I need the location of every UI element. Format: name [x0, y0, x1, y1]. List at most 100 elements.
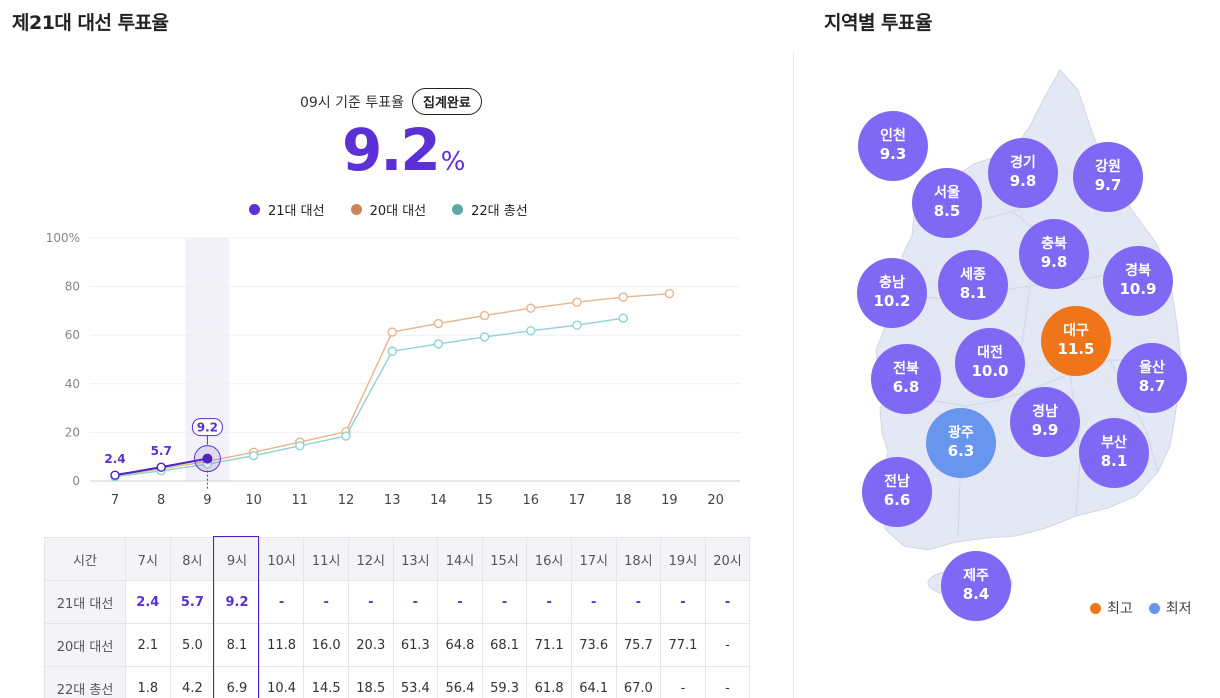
table-value-cell: 67.0	[615, 666, 662, 698]
table-value-cell: 5.0	[169, 623, 216, 667]
legend-label-20: 20대 대선	[369, 204, 427, 219]
x-tick-label: 10	[245, 493, 262, 508]
region-name: 울산	[1139, 359, 1165, 376]
region-bubble[interactable]: 강원 9.7	[1073, 142, 1143, 212]
table-time-cell: 8시	[169, 537, 216, 581]
region-value: 11.5	[1057, 340, 1095, 359]
table-time-cell: 16시	[526, 537, 572, 581]
time-basis-label: 09시 기준 투표율	[300, 94, 404, 111]
legend-item-21[interactable]: 21대 대선	[249, 200, 325, 219]
x-tick-label: 15	[476, 493, 493, 508]
turnout-line-chart: 0 20 40 60 80 100% 7 8 9 10 11 12 13 14 15 16 17 18 19 20 2.…	[46, 231, 740, 508]
table-value-cell: 61.8	[526, 666, 572, 698]
section-divider	[793, 52, 794, 698]
table-time-cell: 17시	[570, 537, 617, 581]
table-value-cell: 8.1	[214, 623, 260, 667]
region-name: 제주	[963, 567, 989, 584]
table-value-cell: 64.1	[570, 666, 617, 698]
data-label: 9.2	[197, 421, 218, 435]
table-time-cell: 7시	[125, 537, 171, 581]
turnout-table: 시간 7시 8시 9시 10시 11시 12시 13시 14시 15시 16시 17시 18시 19시 20…	[44, 537, 751, 698]
region-value: 10.0	[971, 362, 1009, 381]
region-name: 전남	[884, 473, 910, 490]
region-value: 8.4	[962, 585, 990, 604]
region-bubble[interactable]: 서울 8.5	[912, 168, 982, 238]
data-point-1	[572, 297, 582, 307]
region-name: 충남	[879, 274, 905, 291]
status-badge: 집계완료	[412, 88, 482, 115]
table-time-cell: 18시	[615, 537, 662, 581]
table-row-label: 22대 총선	[44, 666, 126, 698]
data-label: 5.7	[151, 444, 172, 458]
region-bubble[interactable]: 경기 9.8	[988, 138, 1058, 208]
table-time-cell: 10시	[258, 537, 305, 581]
data-point-1	[664, 288, 675, 299]
table-value-cell: 71.1	[526, 623, 572, 667]
region-value: 6.6	[883, 491, 911, 510]
legend-low-label: 최저	[1165, 601, 1192, 617]
table-value-cell: -	[303, 580, 349, 624]
data-point-1	[618, 292, 628, 302]
table-value-cell: -	[704, 623, 751, 667]
turnout-unit: %	[440, 147, 466, 177]
legend-item-20[interactable]: 20대 대선	[350, 200, 427, 219]
y-tick-label: 60	[65, 328, 80, 342]
table-value-cell: -	[437, 580, 483, 624]
table-value-cell: 5.7	[169, 580, 216, 624]
high-dot	[1090, 602, 1101, 614]
region-value: 8.5	[933, 202, 961, 221]
region-bubble[interactable]: 울산 8.7	[1117, 343, 1187, 413]
table-time-cell: 13시	[392, 537, 439, 581]
x-tick-label: 17	[569, 493, 586, 508]
region-bubble[interactable]: 대전 10.0	[955, 328, 1025, 398]
region-bubble[interactable]: 전북 6.8	[871, 344, 941, 414]
table-value-cell: 14.5	[303, 666, 349, 698]
legend-dot-22	[452, 204, 464, 215]
region-value: 10.9	[1119, 280, 1157, 299]
y-tick-label: 40	[65, 377, 80, 391]
x-tick-label: 18	[615, 493, 632, 508]
legend-label-22: 22대 총선	[471, 204, 528, 219]
y-tick-label: 0	[72, 474, 80, 488]
turnout-header: 09시 기준 투표율 집계완료	[300, 88, 482, 115]
table-value-cell: -	[704, 580, 751, 624]
region-section-title: 지역별 투표율	[824, 12, 933, 34]
table-value-cell: -	[615, 580, 662, 624]
table-row-label: 20대 대선	[44, 623, 126, 667]
table-value-cell: -	[481, 580, 528, 624]
region-bubble[interactable]: 광주 6.3	[926, 408, 996, 478]
region-bubble[interactable]: 전남 6.6	[862, 457, 932, 527]
table-time-cell: 14시	[437, 537, 483, 581]
region-bubble[interactable]: 세종 8.1	[938, 250, 1008, 320]
region-bubble[interactable]: 인천 9.3	[858, 111, 928, 181]
region-value: 9.9	[1031, 421, 1059, 440]
table-time-cell: 20시	[704, 537, 751, 581]
region-bubble[interactable]: 부산 8.1	[1079, 418, 1149, 488]
table-value-cell: 75.7	[615, 623, 662, 667]
region-bubble[interactable]: 경북 10.9	[1103, 246, 1173, 316]
region-bubble[interactable]: 충북 9.8	[1019, 219, 1089, 289]
region-value: 9.8	[1040, 253, 1068, 272]
region-bubble[interactable]: 대구 11.5	[1041, 306, 1111, 376]
table-value-cell: -	[392, 580, 439, 624]
x-tick-label: 14	[430, 493, 447, 508]
legend-item-22[interactable]: 22대 총선	[452, 200, 528, 219]
region-value: 9.7	[1094, 176, 1122, 195]
table-row: 20대 대선 2.1 5.0 8.1 11.8 16.0 20.3 61.3 64.8 68.1 7…	[44, 623, 751, 667]
table-value-cell: -	[570, 580, 617, 624]
data-point-1	[387, 327, 397, 337]
table-value-cell: -	[660, 580, 706, 624]
region-bubble[interactable]: 제주 8.4	[941, 551, 1011, 621]
data-point-2	[479, 332, 490, 342]
x-tick-label: 12	[338, 493, 355, 508]
table-row: 22대 총선 1.8 4.2 6.9 10.4 14.5 18.5 53.4 56.4 59.3 6…	[44, 666, 751, 698]
region-name: 광주	[948, 424, 974, 441]
region-bubble[interactable]: 경남 9.9	[1010, 387, 1080, 457]
x-tick-label: 16	[523, 493, 540, 508]
region-bubble[interactable]: 충남 10.2	[857, 258, 927, 328]
table-value-cell: 73.6	[570, 623, 617, 667]
data-point-2	[572, 320, 582, 330]
x-tick-label: 7	[111, 493, 119, 508]
table-value-cell: 64.8	[437, 623, 483, 667]
data-point-1	[479, 310, 490, 321]
